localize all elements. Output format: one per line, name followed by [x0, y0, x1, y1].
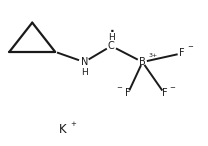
Text: −: −: [187, 44, 193, 51]
Text: F: F: [179, 48, 185, 58]
Text: ·: ·: [110, 25, 114, 38]
Text: F: F: [125, 88, 131, 98]
Text: N: N: [80, 57, 88, 67]
Text: B: B: [139, 57, 146, 67]
Text: K: K: [59, 123, 66, 137]
Text: H: H: [81, 68, 88, 77]
Text: H: H: [108, 33, 115, 42]
Text: C: C: [108, 41, 115, 51]
Text: −: −: [170, 85, 176, 91]
Text: 3+: 3+: [149, 53, 158, 58]
Text: +: +: [70, 121, 76, 127]
Text: −: −: [116, 85, 122, 91]
Text: F: F: [161, 88, 167, 98]
